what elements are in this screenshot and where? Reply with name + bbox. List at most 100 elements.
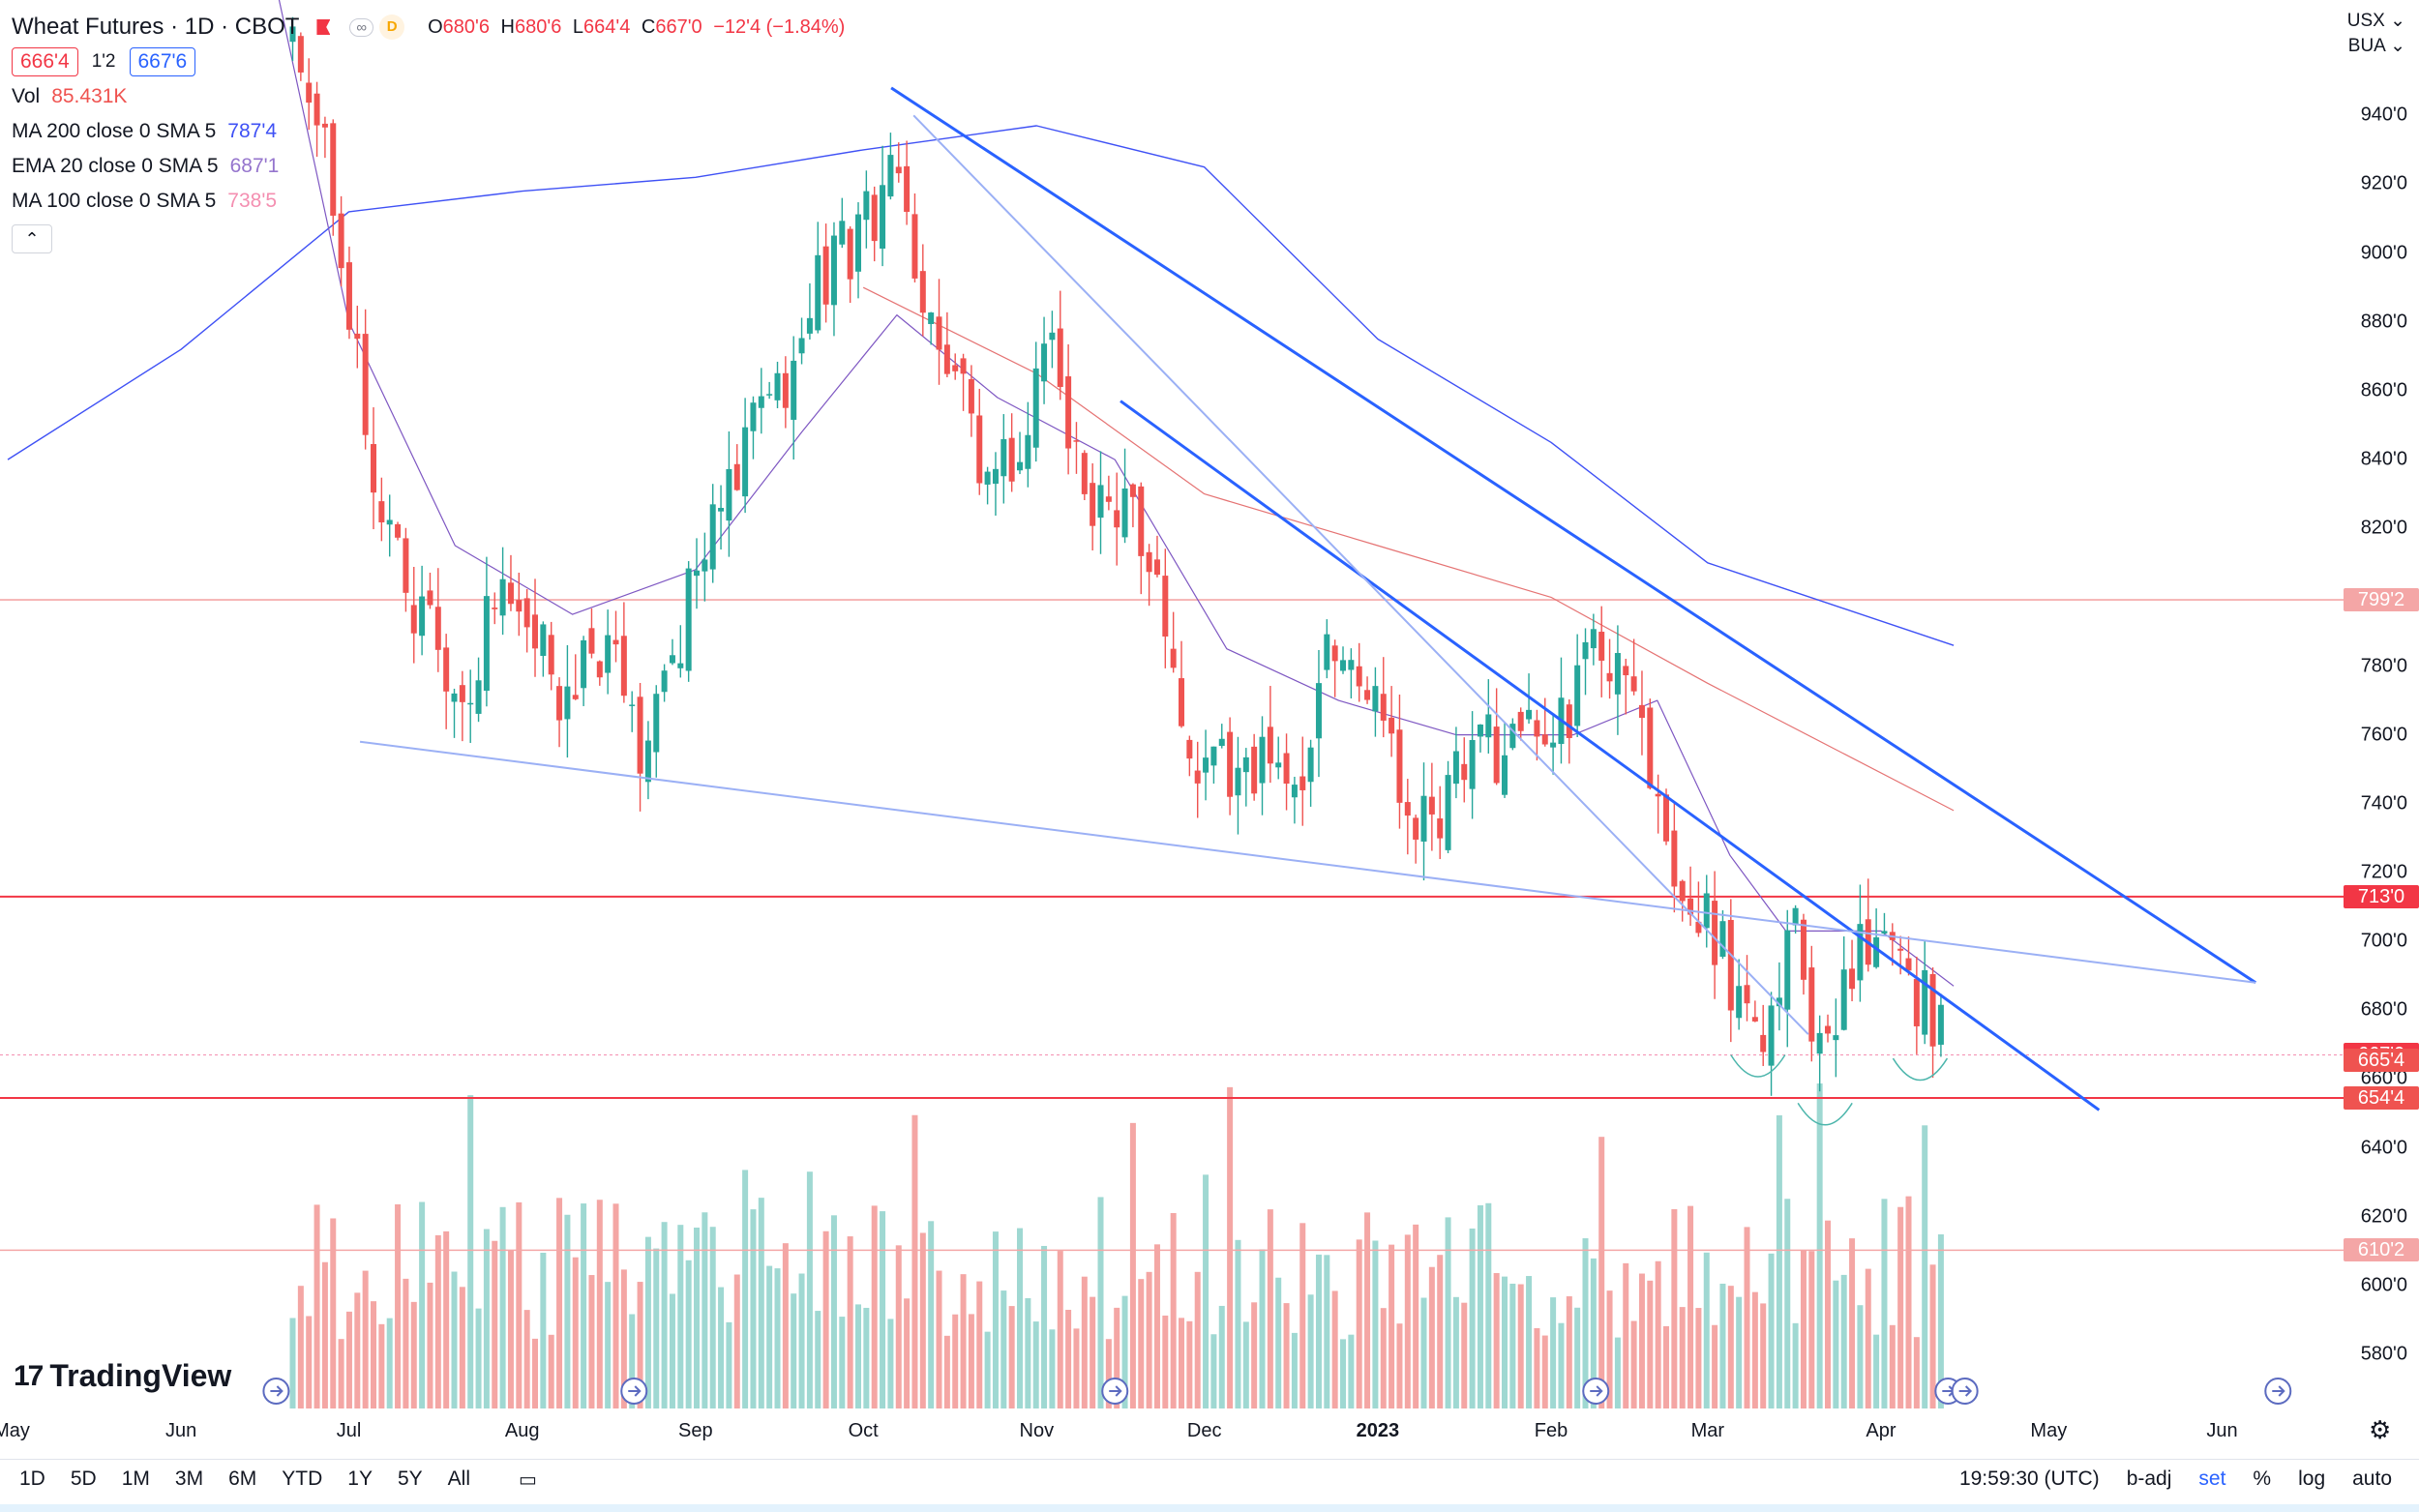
auto-toggle[interactable]: auto (2352, 1468, 2392, 1490)
collapse-legend-button[interactable]: ⌃ (12, 224, 52, 253)
candle-body (564, 686, 571, 720)
volume-bar (1275, 1277, 1282, 1408)
price-chart[interactable] (0, 0, 2419, 1441)
volume-bar (1768, 1253, 1775, 1408)
x-tick-label: Nov (1019, 1420, 1055, 1441)
volume-bar (434, 1234, 441, 1408)
price-axis[interactable]: 940'0920'0900'0880'0860'0840'0820'0800'0… (2344, 0, 2419, 1437)
log-toggle[interactable]: log (2298, 1468, 2326, 1490)
unit-selector[interactable]: BUA ⌄ (2347, 36, 2405, 56)
candle-body (1114, 510, 1120, 528)
range-all[interactable]: All (447, 1468, 470, 1490)
candles (289, 16, 1944, 1096)
candle-body (1259, 736, 1266, 784)
price-tag: 713'0 (2344, 884, 2419, 908)
range-5y[interactable]: 5Y (397, 1468, 423, 1490)
x-tick-label: Jun (2206, 1420, 2238, 1441)
volume-bar (895, 1245, 902, 1408)
adjust-toggle[interactable]: b-adj (2126, 1468, 2172, 1490)
volume-bar (1041, 1245, 1048, 1408)
y-tick-label: 840'0 (2360, 448, 2407, 470)
bid-button[interactable]: 666'4 (12, 47, 78, 76)
indicator-vol[interactable]: Vol 85.431K (12, 85, 128, 107)
candle-body (750, 402, 757, 431)
candle-body (548, 635, 554, 675)
flag-icon[interactable] (316, 19, 331, 35)
candle-body (1541, 734, 1548, 745)
candle-body (1138, 486, 1145, 556)
range-1y[interactable]: 1Y (347, 1468, 373, 1490)
volume-bar (774, 1268, 781, 1408)
range-6m[interactable]: 6M (228, 1468, 257, 1490)
volume-bar (443, 1230, 450, 1408)
candle-body (1574, 665, 1581, 726)
y-tick-label: 940'0 (2360, 104, 2407, 126)
volume-bar (1299, 1223, 1306, 1408)
candle-body (718, 508, 725, 512)
volume-bar (1396, 1323, 1403, 1408)
y-tick-label: 620'0 (2360, 1205, 2407, 1228)
clock-time[interactable]: 19:59:30 (UTC) (1958, 1468, 2100, 1490)
candle-body (1485, 714, 1492, 738)
volume-bar (1404, 1234, 1411, 1408)
volume-bar (1833, 1280, 1839, 1408)
session-set-toggle[interactable]: set (2198, 1468, 2226, 1490)
currency-selector[interactable]: USX ⌄ (2346, 11, 2405, 31)
range-1m[interactable]: 1M (121, 1468, 150, 1490)
candle-body (572, 695, 579, 699)
candle-body (1129, 484, 1136, 497)
indicator-ma200[interactable]: MA 200 close 0 SMA 5 787'4 (12, 120, 278, 142)
volume-bar (822, 1230, 829, 1408)
volume-bar (1606, 1290, 1613, 1408)
volume-bar (540, 1252, 547, 1408)
ask-button[interactable]: 667'6 (129, 47, 196, 76)
candle-body (806, 317, 813, 334)
chart-legend: Wheat Futures · 1D · CBOT ∞ D O680'6 H68… (12, 10, 851, 253)
candle-body (1647, 707, 1654, 788)
indicator-ma100[interactable]: MA 100 close 0 SMA 5 738'5 (12, 190, 278, 212)
volume-bar (871, 1205, 878, 1408)
calendar-goto-icon[interactable]: ▭ (519, 1468, 537, 1491)
candle-body (1389, 717, 1395, 734)
settings-gear-icon[interactable]: ⚙ (2369, 1415, 2392, 1444)
candle-body (1437, 818, 1444, 839)
x-tick-label: 2023 (1356, 1420, 1400, 1441)
volume-bar (976, 1281, 983, 1408)
candle-body (733, 463, 740, 490)
range-ytd[interactable]: YTD (282, 1468, 323, 1490)
candle-body (1170, 648, 1177, 668)
x-tick-label: May (0, 1420, 30, 1441)
candle-body (1380, 694, 1387, 721)
volume-bar (863, 1307, 870, 1408)
candle-body (1008, 437, 1015, 482)
volume-bar (1259, 1249, 1266, 1408)
range-1d[interactable]: 1D (19, 1468, 45, 1490)
range-3m[interactable]: 3M (174, 1468, 204, 1490)
volume-bar (911, 1114, 918, 1408)
volume-bar (467, 1095, 474, 1408)
volume-bar (1550, 1297, 1557, 1408)
candle-body (1663, 794, 1670, 842)
candle-body (984, 471, 991, 485)
candle-body (1025, 434, 1031, 469)
candle-body (1452, 751, 1459, 785)
volume-bar (782, 1243, 789, 1408)
range-5d[interactable]: 5D (70, 1468, 97, 1490)
volume-bar (1534, 1327, 1540, 1408)
indicator-ema20[interactable]: EMA 20 close 0 SMA 5 687'1 (12, 155, 280, 177)
price-tag: 654'4 (2344, 1085, 2419, 1110)
candle-body (1477, 724, 1483, 737)
volume-bar (1081, 1276, 1088, 1408)
symbol-title[interactable]: Wheat Futures · 1D · CBOT (12, 14, 300, 40)
volume-bar (637, 1282, 643, 1408)
volume-bar (815, 1311, 821, 1408)
volume-bar (314, 1204, 320, 1408)
pill-toggle[interactable]: ∞ (349, 17, 374, 37)
candle-body (1469, 739, 1476, 789)
volume-bar (904, 1298, 911, 1408)
percent-toggle[interactable]: % (2253, 1468, 2272, 1490)
candle-body (726, 468, 732, 521)
candle-body (742, 427, 749, 497)
candle-body (887, 155, 894, 197)
candle-body (516, 600, 523, 612)
